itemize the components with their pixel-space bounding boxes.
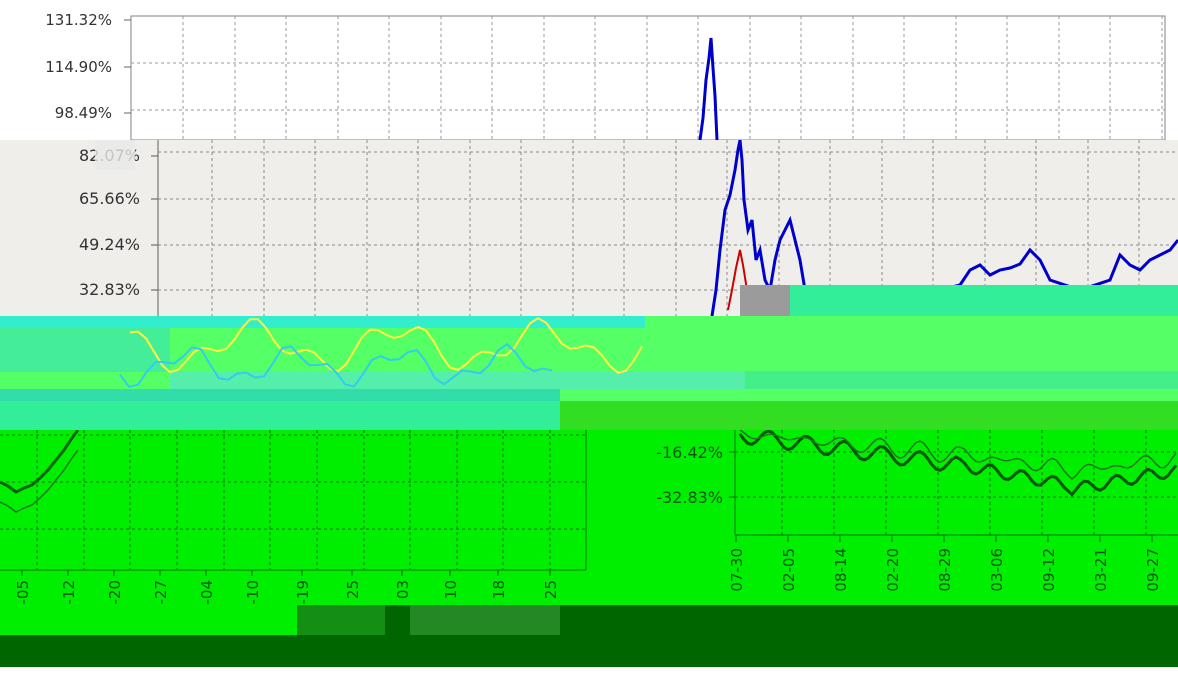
x-tick-label: 07-30 xyxy=(728,548,746,592)
x-tick-label: 08-14 xyxy=(832,548,850,592)
glitch-band-svg xyxy=(0,316,1178,430)
chart-top-panel: 131.32% 114.90% 98.49% xyxy=(0,0,1178,140)
x-tick-label: 11-10 xyxy=(244,580,262,605)
x-tick-label: 04-05 xyxy=(14,580,32,605)
plot-frame xyxy=(130,15,1166,140)
chart-mid-panel: 82.07%65.66%49.24%32.83% xyxy=(0,140,1178,316)
series-line xyxy=(698,37,719,140)
chart-lower-left: 04-05 0-12 04-20 0-27 05-04 11-10 -19 25 03 10 18 2… xyxy=(0,430,590,605)
x-tick-label: 0-12 xyxy=(60,580,78,605)
x-tick-label: 09-12 xyxy=(1040,548,1058,592)
x-tick-label: 25 xyxy=(542,580,560,599)
bottom-bar xyxy=(0,605,1178,682)
y-tick-label: -32.83% xyxy=(656,488,723,507)
y-tick-label: 32.83% xyxy=(79,280,140,299)
chart-lower-right: -16.42% -32.83% 07-30 02-05 08-14 02-20 08-29… xyxy=(590,430,1178,605)
x-tick-label: 09-27 xyxy=(1144,548,1162,592)
x-tick-label: 02-05 xyxy=(780,548,798,592)
x-tick-label: 05-04 xyxy=(198,580,216,605)
x-tick-label: 25 xyxy=(344,580,362,599)
glitch-line xyxy=(129,317,643,374)
chart-mid-svg: 82.07%65.66%49.24%32.83% xyxy=(79,140,1178,316)
y-tick-label: -16.42% xyxy=(656,443,723,462)
glitch-band xyxy=(790,285,1178,316)
x-tick-label: 18 xyxy=(490,580,508,599)
x-tick-label: 03-06 xyxy=(988,548,1006,592)
y-tick-label: 98.49% xyxy=(55,104,112,122)
y-tick-label: 65.66% xyxy=(79,189,140,208)
x-tick-label: 10 xyxy=(442,580,460,599)
y-tick-label: 131.32% xyxy=(45,11,112,29)
glitch-line xyxy=(119,342,553,388)
chart-lower-left-svg: 04-05 0-12 04-20 0-27 05-04 11-10 -19 25 03 10 18 2… xyxy=(0,430,587,605)
x-tick-label: -19 xyxy=(294,580,312,605)
chart-lower-right-svg: -16.42% -32.83% 07-30 02-05 08-14 02-20 08-29… xyxy=(656,430,1178,592)
x-tick-label: 02-20 xyxy=(884,548,902,592)
chart-top-svg: 131.32% 114.90% 98.49% xyxy=(45,11,1166,140)
glitch-fragment xyxy=(95,140,135,170)
series-line xyxy=(0,430,80,494)
y-tick-label: 114.90% xyxy=(45,58,112,76)
y-tick-label: 49.24% xyxy=(79,235,140,254)
x-tick-label: 08-29 xyxy=(936,548,954,592)
series-line-light xyxy=(739,430,1177,480)
glitch-band-panel xyxy=(0,316,1178,430)
x-tick-label: 03 xyxy=(394,580,412,599)
x-tick-label: 03-21 xyxy=(1092,548,1110,592)
series-line-2 xyxy=(0,449,79,513)
series-line-dark xyxy=(738,430,1178,497)
x-tick-label: 0-27 xyxy=(152,580,170,605)
x-tick-label: 04-20 xyxy=(106,580,124,605)
glitch-block xyxy=(740,285,790,316)
